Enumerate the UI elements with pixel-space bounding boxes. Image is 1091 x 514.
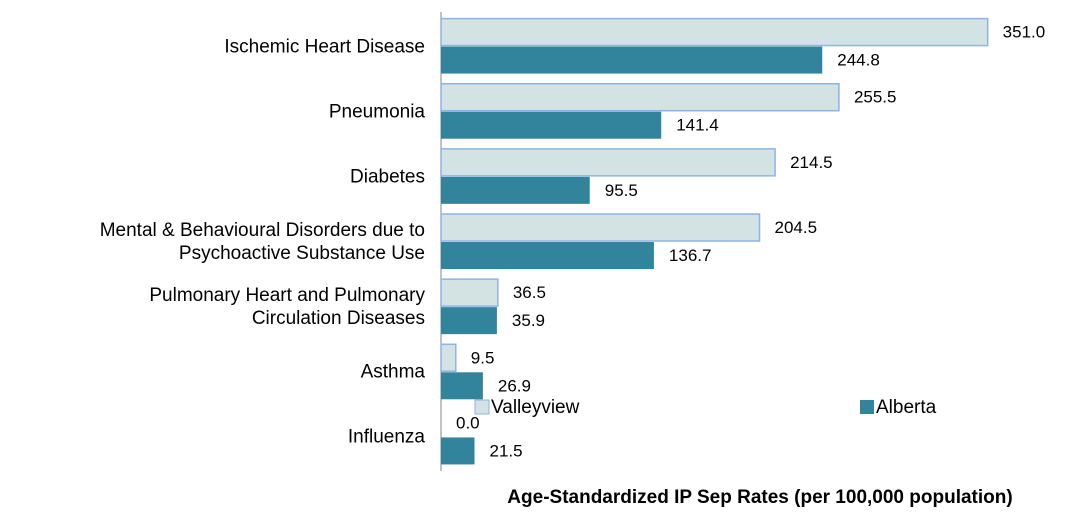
value-label: 95.5 <box>605 181 638 200</box>
legend-swatch <box>474 399 490 415</box>
bar <box>440 17 989 47</box>
bar <box>441 372 483 400</box>
value-label: 244.8 <box>837 51 880 70</box>
bar <box>440 343 457 373</box>
value-label: 35.9 <box>512 311 545 330</box>
y-tick-label: Influenza <box>347 426 425 448</box>
value-label: 0.0 <box>456 413 480 432</box>
legend-swatch <box>860 400 874 414</box>
bar <box>441 176 590 204</box>
value-label: 9.5 <box>471 348 495 367</box>
value-label: 204.5 <box>775 218 818 237</box>
bar <box>441 111 662 139</box>
bar <box>440 278 499 307</box>
value-label: 26.9 <box>498 376 531 395</box>
value-label: 255.5 <box>854 88 897 107</box>
x-axis-title: Age-Standardized IP Sep Rates (per 100,0… <box>507 487 1012 508</box>
value-label: 141.4 <box>676 116 719 135</box>
y-tick-label: Diabetes <box>350 166 425 188</box>
bar <box>440 82 840 112</box>
value-label: 21.5 <box>489 441 522 460</box>
value-label: 136.7 <box>669 246 712 265</box>
y-tick-label: Ischemic Heart Disease <box>224 36 425 58</box>
legend-label: Valleyview <box>491 397 580 418</box>
value-label: 36.5 <box>513 283 546 302</box>
legend-label: Alberta <box>876 397 937 418</box>
y-tick-label: Pneumonia <box>328 101 425 123</box>
y-tick-label: Mental & Behavioural Disorders due to Ps… <box>99 220 425 264</box>
bar <box>441 46 823 74</box>
y-tick-label: Pulmonary Heart and Pulmonary Circulatio… <box>149 285 425 330</box>
value-label: 214.5 <box>790 153 833 172</box>
value-label: 351.0 <box>1003 23 1046 42</box>
bar <box>441 242 654 269</box>
bar <box>441 307 497 335</box>
y-tick-label: Asthma <box>360 361 425 383</box>
bar <box>441 437 475 465</box>
bar <box>440 148 776 177</box>
bar <box>440 213 761 242</box>
